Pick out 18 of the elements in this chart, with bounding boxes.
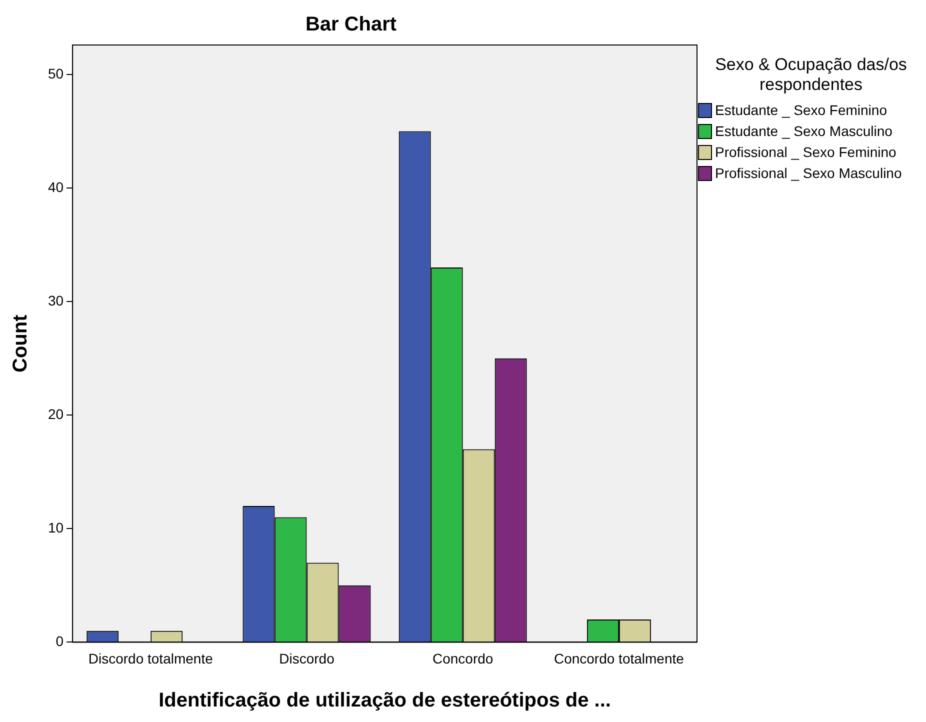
x-tick-label: Discordo totalmente bbox=[88, 650, 214, 666]
y-tick-label: 10 bbox=[48, 520, 64, 536]
x-axis-title: Identificação de utilização de estereótipos de ... bbox=[158, 690, 611, 712]
x-tick-label: Concordo totalmente bbox=[554, 650, 684, 666]
y-tick-label: 0 bbox=[56, 633, 64, 650]
legend-label: Estudante _ Sexo Feminino bbox=[715, 102, 887, 118]
x-tick-label: Discordo bbox=[279, 650, 335, 666]
y-tick-label: 30 bbox=[48, 292, 64, 308]
y-tick-label: 40 bbox=[48, 178, 64, 195]
legend-label: Estudante _ Sexo Masculino bbox=[715, 123, 892, 139]
legend-label: Profissional _ Sexo Masculino bbox=[715, 165, 902, 181]
x-tick-label: Concordo bbox=[432, 650, 494, 666]
chart-title: Bar Chart bbox=[305, 14, 397, 36]
legend-label: Profissional _ Sexo Feminino bbox=[715, 144, 896, 160]
y-axis-title: Count bbox=[10, 314, 32, 372]
y-tick-label: 50 bbox=[48, 65, 64, 82]
y-tick-label: 20 bbox=[48, 406, 64, 422]
legend-title: Sexo & Ocupação das/os respondentes bbox=[714, 55, 908, 95]
